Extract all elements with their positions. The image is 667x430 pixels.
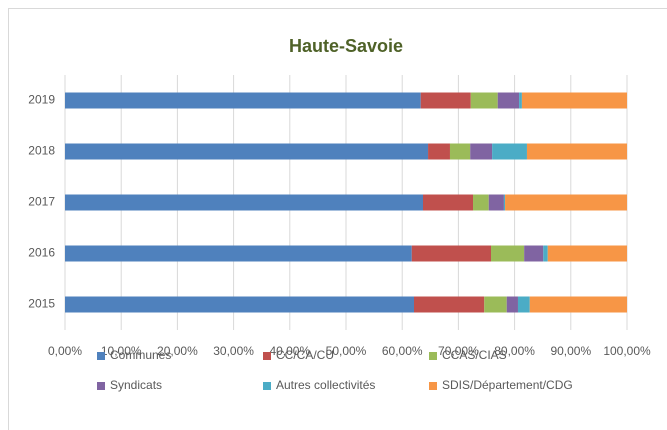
bar-segment xyxy=(65,92,421,109)
legend-swatch xyxy=(97,382,105,390)
bar-segment xyxy=(521,92,627,109)
bar-segment xyxy=(497,92,520,109)
bar-segment xyxy=(428,143,450,160)
bar-segment xyxy=(547,245,627,262)
legend-label: Communes xyxy=(110,348,171,362)
legend-label: CCAS/CIAS xyxy=(442,348,507,362)
bar-segment xyxy=(422,194,474,211)
bar-segment xyxy=(65,245,412,262)
chart-frame xyxy=(8,8,667,430)
bar-segment xyxy=(449,143,471,160)
x-tick-label: 60,00% xyxy=(382,344,423,358)
x-tick-label: 0,00% xyxy=(48,344,82,358)
y-tick-label: 2018 xyxy=(28,144,55,158)
bar-segment xyxy=(65,194,423,211)
x-tick-label: 10,00% xyxy=(101,344,142,358)
bar-segment xyxy=(470,92,498,109)
chart-title: Haute-Savoie xyxy=(289,36,403,56)
bar-segment xyxy=(470,143,493,160)
legend-label: CC/CA/CU xyxy=(276,348,334,362)
bar-segment xyxy=(65,296,415,313)
x-tick-label: 30,00% xyxy=(213,344,254,358)
y-tick-label: 2017 xyxy=(28,195,55,209)
bar-segment xyxy=(526,143,627,160)
x-tick-label: 100,00% xyxy=(603,344,651,358)
bar-segment xyxy=(65,143,429,160)
x-tick-label: 90,00% xyxy=(550,344,591,358)
legend-swatch xyxy=(263,382,271,390)
bar-segment xyxy=(420,92,471,109)
bar-segment xyxy=(488,194,504,211)
bar-segment xyxy=(414,296,485,313)
legend-swatch xyxy=(263,352,271,360)
bar-segment xyxy=(506,296,518,313)
x-tick-label: 50,00% xyxy=(326,344,367,358)
bar-segment xyxy=(543,245,548,262)
y-tick-label: 2015 xyxy=(28,297,55,311)
bar-segment xyxy=(517,296,530,313)
x-tick-label: 80,00% xyxy=(494,344,535,358)
bar-segment xyxy=(503,194,506,211)
bar-segment xyxy=(473,194,489,211)
bar-segment xyxy=(490,245,525,262)
legend-label: Syndicats xyxy=(110,378,162,392)
x-tick-label: 20,00% xyxy=(157,344,198,358)
y-tick-label: 2016 xyxy=(28,246,55,260)
bar-segment xyxy=(529,296,627,313)
legend-swatch xyxy=(429,382,437,390)
legend-label: SDIS/Département/CDG xyxy=(442,378,573,392)
bar-segment xyxy=(484,296,507,313)
x-tick-label: 70,00% xyxy=(438,344,479,358)
x-tick-label: 40,00% xyxy=(269,344,310,358)
bar-segment xyxy=(519,92,522,109)
legend-swatch xyxy=(429,352,437,360)
legend-label: Autres collectivités xyxy=(276,378,375,392)
bar-segment xyxy=(492,143,527,160)
bar-segment xyxy=(524,245,544,262)
y-tick-label: 2019 xyxy=(28,93,55,107)
bar-segment xyxy=(505,194,627,211)
legend-swatch xyxy=(97,352,105,360)
bar-segment xyxy=(411,245,491,262)
